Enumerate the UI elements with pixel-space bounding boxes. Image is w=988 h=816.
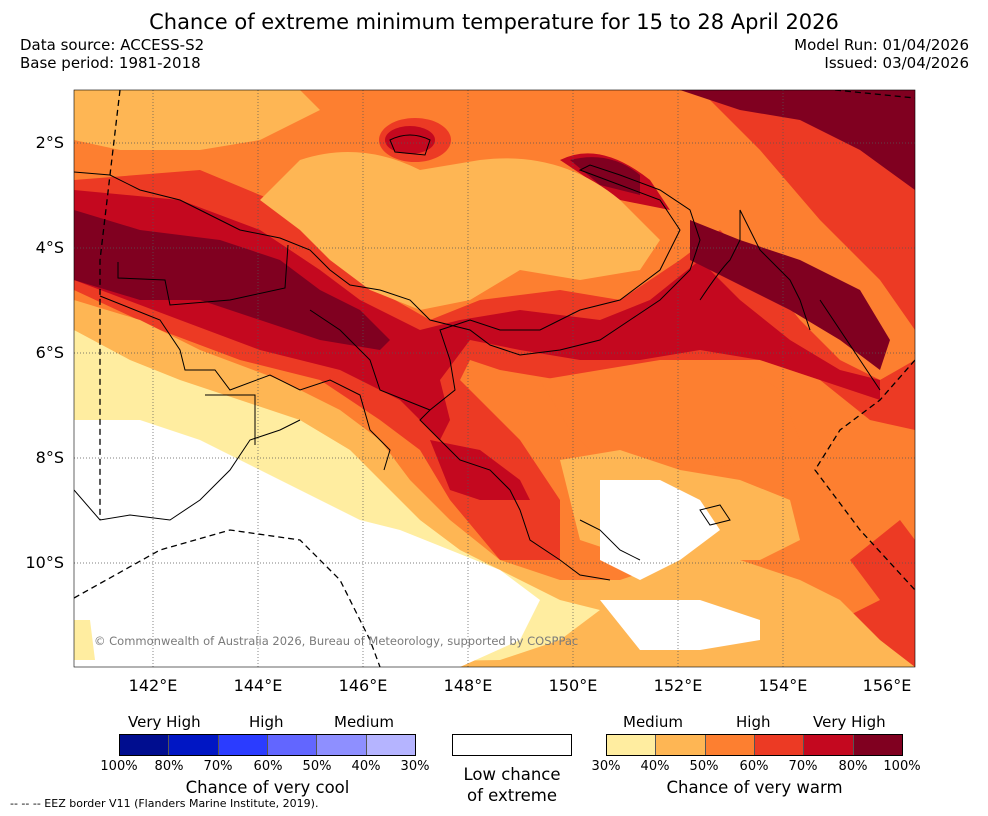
warm-pct-label: 80% bbox=[838, 759, 868, 774]
warm-pct-label: 60% bbox=[739, 759, 769, 774]
cool-swatch bbox=[169, 735, 219, 755]
lat-label-4s: 4°S bbox=[35, 238, 64, 257]
warm-level-very-high: Very High bbox=[813, 713, 886, 731]
graticule bbox=[74, 90, 915, 667]
lon-label-152e: 152°E bbox=[653, 676, 703, 695]
cool-pct-label: 40% bbox=[351, 759, 381, 774]
low-chance-line1: Low chance bbox=[463, 765, 561, 784]
map-frame bbox=[73, 89, 916, 668]
warm-swatch bbox=[607, 735, 657, 755]
lat-label-10s: 10°S bbox=[25, 553, 64, 572]
issued-date: Issued: 03/04/2026 bbox=[824, 54, 969, 72]
lon-label-150e: 150°E bbox=[548, 676, 598, 695]
warm-swatch bbox=[754, 735, 805, 755]
cool-level-medium: Medium bbox=[334, 713, 394, 731]
cool-pct-label: 30% bbox=[400, 759, 430, 774]
copyright-notice: © Commonwealth of Australia 2026, Bureau… bbox=[94, 634, 579, 648]
base-period: Base period: 1981-2018 bbox=[20, 54, 201, 72]
data-source: Data source: ACCESS-S2 bbox=[20, 36, 205, 54]
cool-swatch bbox=[366, 735, 415, 755]
field-40-50-centre bbox=[260, 152, 660, 310]
cool-level-high: High bbox=[249, 713, 284, 731]
low-chance-title: Low chance of extreme bbox=[436, 764, 588, 806]
field-80-100-east bbox=[690, 220, 890, 370]
coastlines bbox=[74, 134, 881, 581]
cool-pct-label: 70% bbox=[203, 759, 233, 774]
model-run: Model Run: 01/04/2026 bbox=[794, 36, 969, 54]
warm-legend-title: Chance of very warm bbox=[666, 778, 843, 797]
cool-legend-title: Chance of very cool bbox=[185, 778, 350, 797]
low-chance-swatch bbox=[452, 734, 572, 756]
warm-colorbar bbox=[606, 734, 903, 756]
low-chance-line2: of extreme bbox=[466, 786, 558, 805]
cool-swatch bbox=[317, 735, 367, 755]
warm-pct-label: 70% bbox=[788, 759, 818, 774]
lat-label-6s: 6°S bbox=[35, 343, 64, 362]
field-70-80 bbox=[74, 190, 880, 440]
warm-pct-label: 50% bbox=[689, 759, 719, 774]
lon-label-154e: 154°E bbox=[758, 676, 808, 695]
field-low-se bbox=[600, 600, 760, 650]
lon-label-148e: 148°E bbox=[443, 676, 493, 695]
cool-pct-label: 100% bbox=[100, 759, 138, 774]
lat-label-2s: 2°S bbox=[35, 133, 64, 152]
cool-level-very-high: Very High bbox=[128, 713, 201, 731]
chart-title: Chance of extreme minimum temperature fo… bbox=[149, 10, 839, 34]
warm-swatch bbox=[656, 735, 706, 755]
lon-label-156e: 156°E bbox=[862, 676, 912, 695]
meta-left: Data source: ACCESS-S2 Base period: 1981… bbox=[20, 36, 204, 72]
field-low-chance bbox=[74, 420, 540, 667]
warm-level-high: High bbox=[736, 713, 771, 731]
field-40-50-nw bbox=[74, 90, 320, 150]
field-80-100-west bbox=[74, 210, 390, 350]
warm-swatch bbox=[705, 735, 755, 755]
warm-pct-label: 100% bbox=[883, 759, 921, 774]
lat-label-8s: 8°S bbox=[35, 448, 64, 467]
field-70-80-island bbox=[385, 126, 435, 154]
probability-field bbox=[74, 90, 915, 667]
lon-label-142e: 142°E bbox=[128, 676, 178, 695]
cool-swatch bbox=[218, 735, 268, 755]
meta-right: Model Run: 01/04/2026 Issued: 03/04/2026 bbox=[794, 36, 969, 72]
lon-label-146e: 146°E bbox=[338, 676, 388, 695]
field-30-40-corner bbox=[74, 620, 95, 660]
cool-pct-label: 50% bbox=[302, 759, 332, 774]
warm-swatch bbox=[804, 735, 854, 755]
lon-label-144e: 144°E bbox=[233, 676, 283, 695]
eez-note: -- -- -- EEZ border V11 (Flanders Marine… bbox=[10, 797, 319, 810]
warm-swatch bbox=[853, 735, 902, 755]
warm-level-medium: Medium bbox=[623, 713, 683, 731]
warm-pct-label: 40% bbox=[640, 759, 670, 774]
warm-pct-label: 30% bbox=[591, 759, 621, 774]
cool-pct-label: 60% bbox=[253, 759, 283, 774]
field-80-100-ne bbox=[680, 90, 915, 190]
cool-colorbar bbox=[119, 734, 416, 756]
field-50-60-south bbox=[540, 360, 800, 470]
cool-swatch bbox=[267, 735, 318, 755]
eez-borders bbox=[74, 90, 915, 667]
cool-swatch bbox=[120, 735, 170, 755]
cool-pct-label: 80% bbox=[154, 759, 184, 774]
field-60-70-se bbox=[850, 520, 915, 600]
